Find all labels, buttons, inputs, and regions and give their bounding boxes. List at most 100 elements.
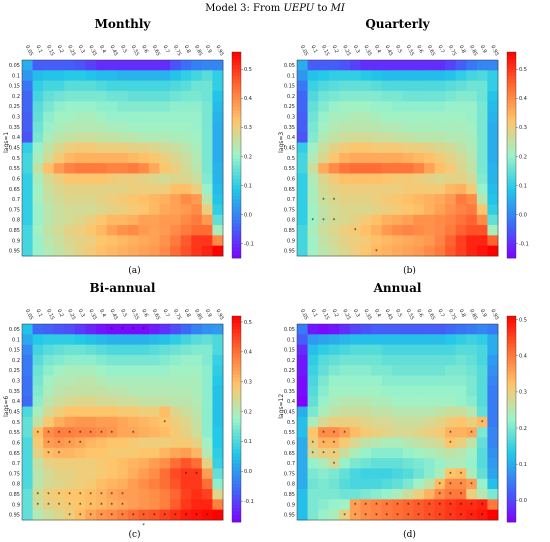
heatmap-cell — [328, 152, 340, 164]
heatmap-cell — [64, 478, 76, 490]
heatmap-cell — [487, 478, 499, 490]
colorbar-segment — [232, 103, 241, 108]
x-tick-label: 0.6 — [140, 44, 149, 54]
heatmap-cell — [339, 324, 351, 335]
heatmap-cell — [148, 245, 160, 257]
colorbar-segment — [232, 141, 241, 146]
heatmap-cell — [43, 396, 55, 407]
x-tick-label: 0.1 — [310, 308, 319, 318]
colorbar-segment — [232, 192, 241, 197]
heatmap-cell — [85, 427, 97, 438]
heatmap-cell — [148, 354, 160, 366]
colorbar-segment — [507, 192, 516, 197]
heatmap-cell — [307, 499, 319, 511]
y-tick-label: 0.3 — [12, 115, 20, 121]
heatmap-cell — [22, 80, 33, 92]
heatmap-cell — [339, 489, 351, 500]
heatmap-cell — [307, 132, 319, 143]
colorbar-segment — [232, 130, 241, 135]
heatmap-cell — [212, 324, 224, 335]
heatmap-cell — [96, 152, 108, 164]
significance-mark: * — [449, 482, 452, 488]
colorbar-segment — [507, 52, 516, 56]
heatmap-cell — [381, 90, 393, 102]
heatmap-cell — [487, 375, 499, 387]
colorbar-tick-label: 0.0 — [244, 469, 252, 475]
heatmap-cell — [476, 489, 488, 500]
colorbar-tick-label: 0.3 — [244, 379, 252, 385]
heatmap-cell — [96, 324, 108, 335]
colorbar-segment — [232, 360, 241, 365]
heatmap-cell — [297, 447, 308, 459]
colorbar-segment — [507, 491, 516, 495]
heatmap-cell — [339, 499, 351, 511]
colorbar-tick-label: 0.1 — [244, 183, 252, 189]
heatmap-cell — [159, 183, 171, 195]
heatmap-cell — [328, 437, 340, 449]
heatmap-cell — [349, 194, 361, 205]
heatmap-cell — [180, 499, 192, 511]
significance-mark: * — [322, 197, 325, 203]
colorbar-tick-label: -0.1 — [519, 241, 529, 247]
colorbar-segment — [507, 508, 516, 513]
colorbar-tick-label: 0.1 — [244, 439, 252, 445]
colorbar-segment — [507, 425, 516, 430]
heatmap-cell — [53, 468, 65, 480]
heatmap-cell — [170, 375, 182, 387]
y-tick-label: 0.45 — [284, 409, 295, 415]
heatmap-cell — [85, 437, 97, 449]
colorbar-segment — [232, 470, 241, 475]
heatmap-cell — [476, 375, 488, 387]
heatmap-cell — [53, 385, 65, 397]
y-tick-label: 0.1 — [12, 73, 20, 79]
x-tick-label: 0.05 — [299, 44, 309, 57]
heatmap-cell — [434, 163, 446, 174]
heatmap-cell — [43, 132, 55, 143]
heatmap-cell — [74, 194, 86, 205]
heatmap-cell — [402, 121, 414, 133]
heatmap-cell — [43, 152, 55, 164]
heatmap-cell — [43, 214, 55, 226]
colorbar-segment — [232, 209, 241, 214]
colorbar-segment — [507, 168, 516, 173]
heatmap-cell — [138, 437, 150, 449]
heatmap-cell — [117, 344, 129, 356]
heatmap-cell — [360, 80, 372, 92]
heatmap-cell — [201, 396, 213, 407]
colorbar-segment — [507, 213, 516, 218]
heatmap-cell — [96, 245, 108, 257]
y-tick-label: 0.7 — [287, 461, 295, 467]
x-tick-label: 0.75 — [447, 44, 457, 57]
y-tick-label: 0.6 — [287, 176, 295, 182]
heatmap-cell — [191, 447, 203, 459]
heatmap-cell — [22, 235, 33, 247]
heatmap-cell — [96, 132, 108, 143]
heatmap-cell — [212, 90, 224, 102]
colorbar-segment — [507, 453, 516, 458]
colorbar-segment — [507, 89, 516, 94]
heatmap-cell — [85, 204, 97, 216]
heatmap-cell — [339, 468, 351, 480]
heatmap-cell — [170, 204, 182, 216]
heatmap-cell — [434, 90, 446, 102]
colorbar-segment — [232, 384, 241, 389]
significance-mark: * — [100, 492, 103, 498]
heatmap-cell — [22, 152, 33, 164]
heatmap-cell — [159, 489, 171, 500]
heatmap-cell — [371, 478, 383, 490]
heatmap-cell — [117, 468, 129, 480]
heatmap-cell — [127, 509, 139, 521]
significance-mark: * — [312, 441, 315, 447]
heatmap-cell — [201, 235, 213, 247]
significance-mark: * — [100, 503, 103, 509]
x-tick-label: 0.7 — [437, 308, 446, 318]
heatmap-cell — [127, 437, 139, 449]
heatmap-cell — [371, 121, 383, 133]
heatmap-cell — [423, 204, 435, 216]
heatmap-cell — [360, 447, 372, 459]
heatmap-cell — [159, 245, 171, 257]
colorbar-segment — [507, 467, 516, 471]
heatmap-cell — [180, 90, 192, 102]
heatmap-cell — [85, 509, 97, 521]
heatmap-cell — [127, 152, 139, 164]
